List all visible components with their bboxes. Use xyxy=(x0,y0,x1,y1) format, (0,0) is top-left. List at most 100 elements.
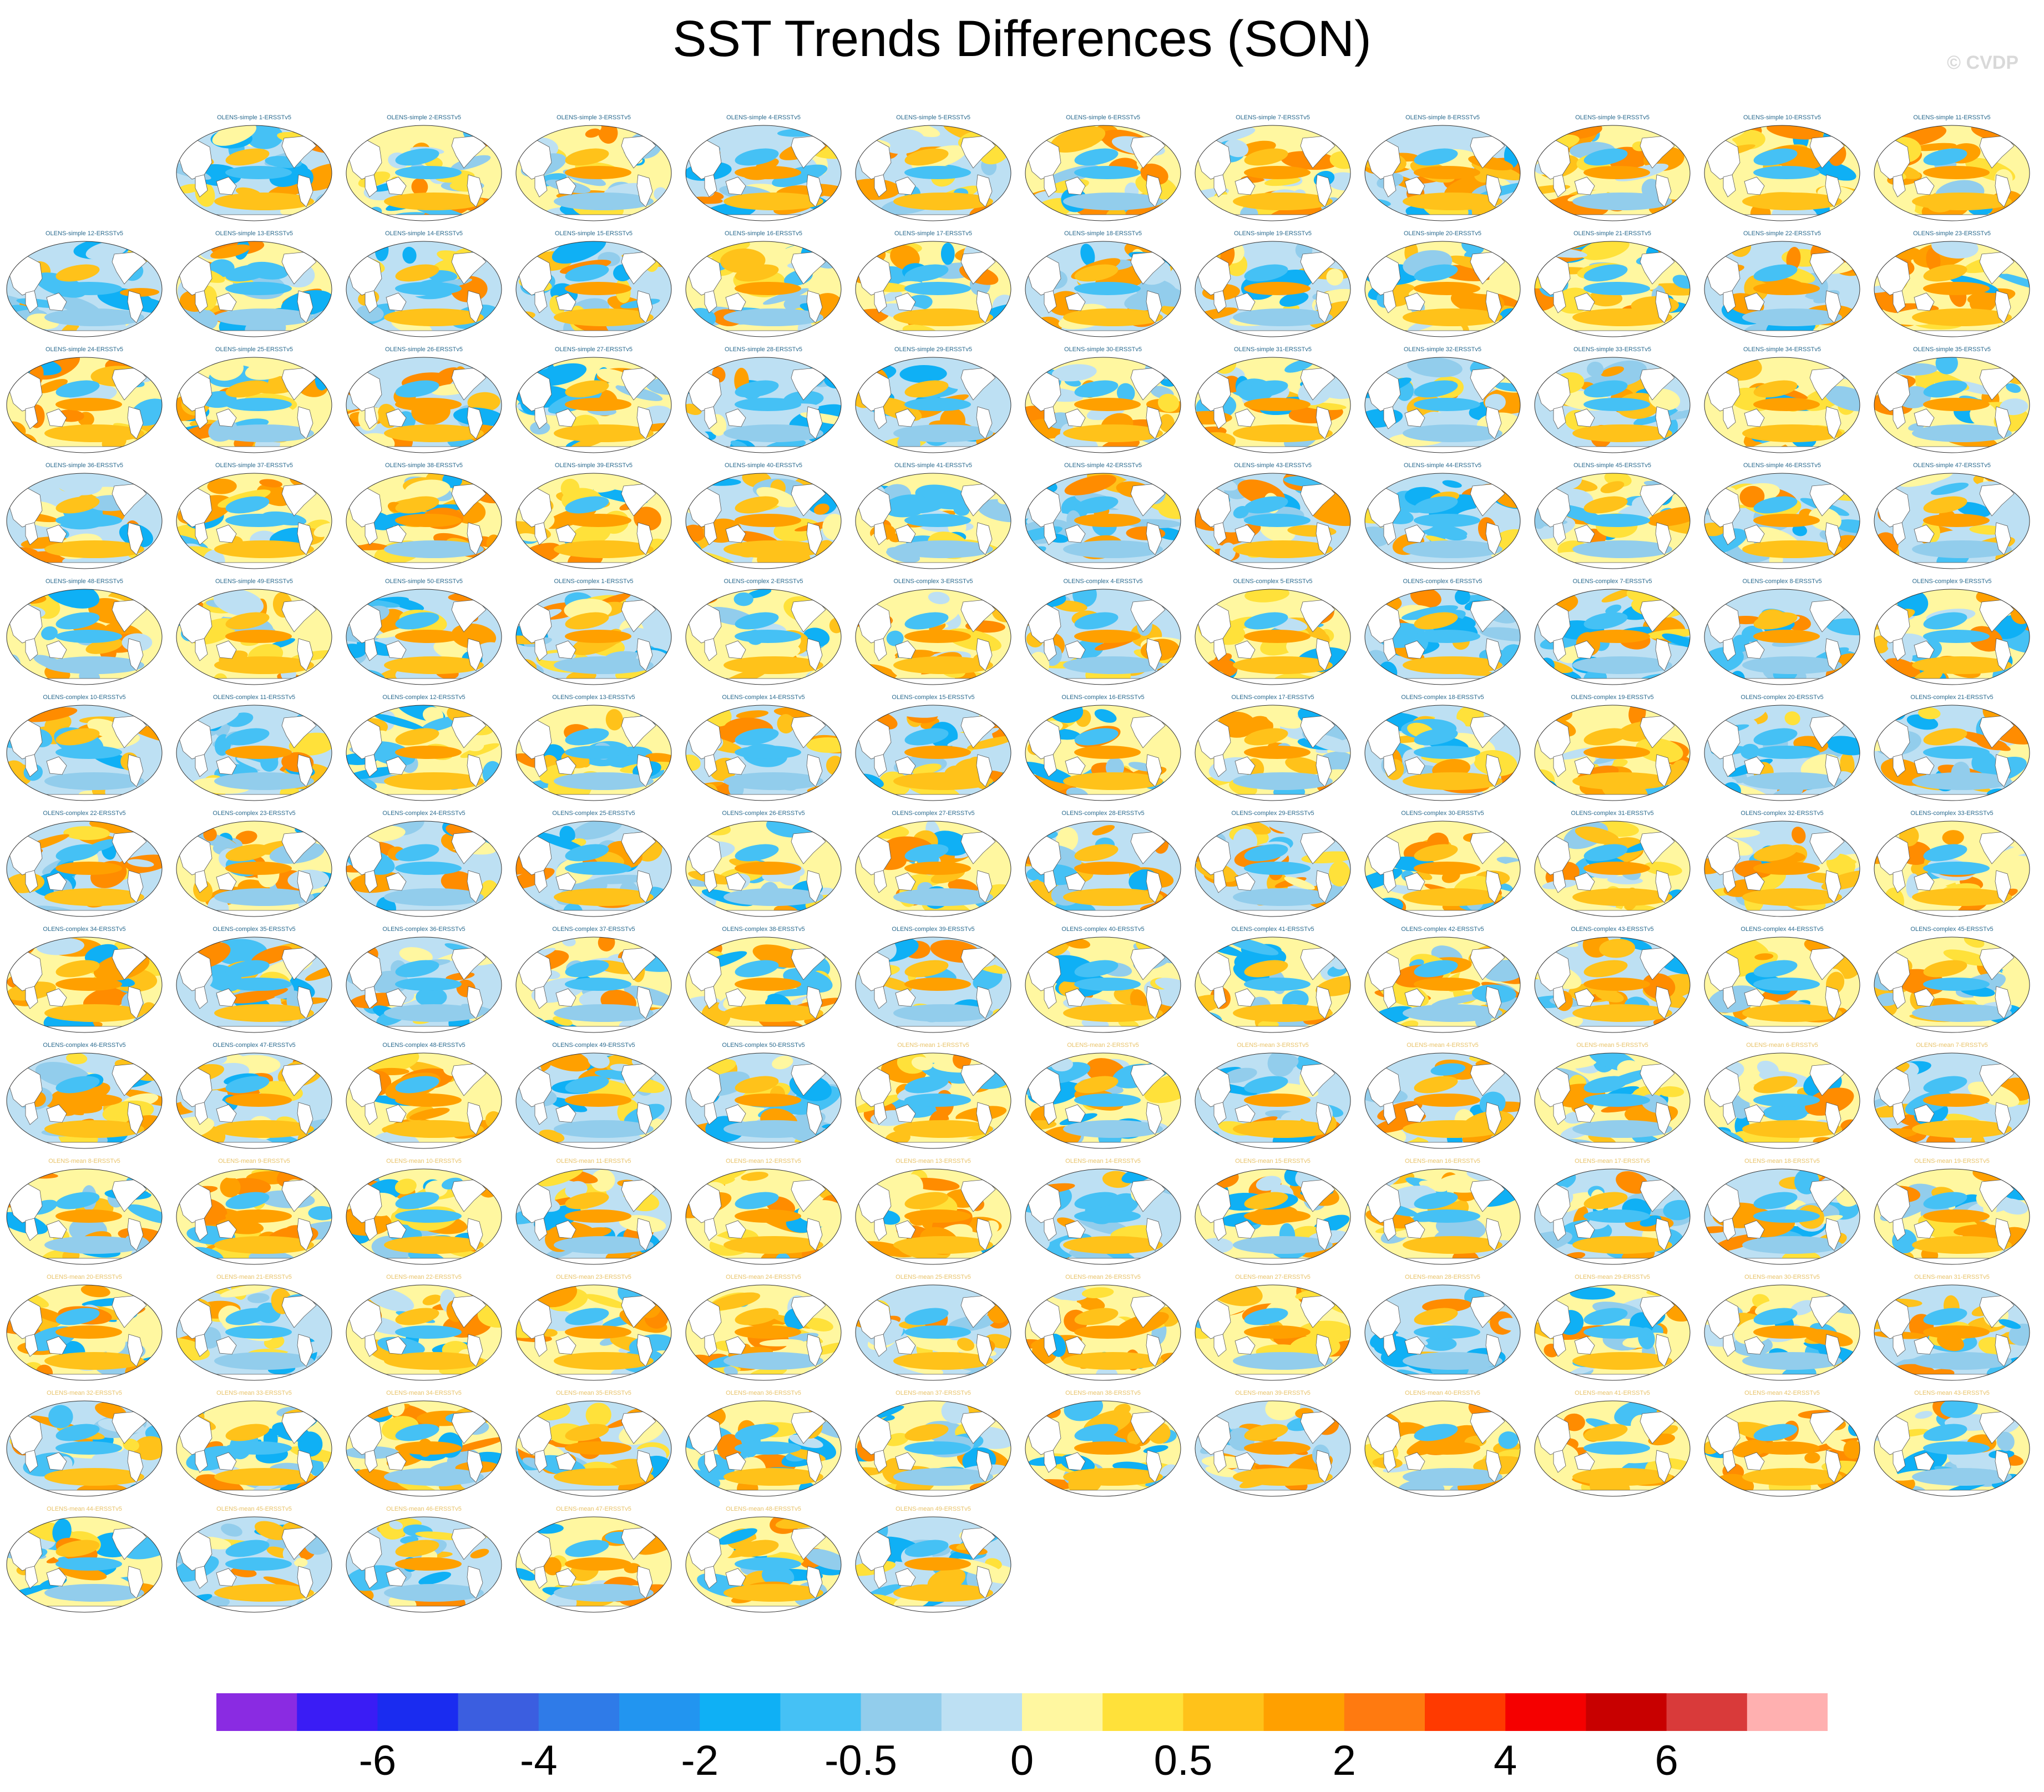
global-map xyxy=(1364,705,1521,801)
panel-label: OLENS-mean 32-ERSSTv5 xyxy=(47,1390,122,1396)
map-panel: OLENS-simple 24-ERSSTv5 xyxy=(6,346,163,454)
map-panel: OLENS-complex 2-ERSSTv5 xyxy=(685,578,842,686)
global-map xyxy=(1195,1400,1351,1497)
panel-label: OLENS-mean 28-ERSSTv5 xyxy=(1405,1274,1480,1280)
global-map xyxy=(855,1052,1011,1149)
map-panel: OLENS-mean 41-ERSSTv5 xyxy=(1534,1389,1691,1498)
map-panel: OLENS-mean 12-ERSSTv5 xyxy=(685,1157,842,1266)
map-panel: OLENS-simple 7-ERSSTv5 xyxy=(1194,114,1352,222)
map-panel: OLENS-mean 32-ERSSTv5 xyxy=(6,1389,163,1498)
global-map xyxy=(685,473,842,569)
map-panel: OLENS-mean 19-ERSSTv5 xyxy=(1873,1157,2031,1266)
global-map xyxy=(346,1168,502,1265)
map-panel: OLENS-complex 33-ERSSTv5 xyxy=(1873,809,2031,918)
map-panel: OLENS-complex 4-ERSSTv5 xyxy=(1024,578,1182,686)
global-map xyxy=(176,357,332,453)
panel-label: OLENS-complex 21-ERSSTv5 xyxy=(1910,694,1994,701)
panel-label: OLENS-mean 17-ERSSTv5 xyxy=(1575,1158,1650,1165)
map-panel: OLENS-simple 2-ERSSTv5 xyxy=(345,114,503,222)
map-panel: OLENS-simple 17-ERSSTv5 xyxy=(854,230,1012,338)
panel-label: OLENS-complex 47-ERSSTv5 xyxy=(213,1042,296,1049)
global-map xyxy=(6,1168,163,1265)
global-map xyxy=(515,1052,672,1149)
global-map xyxy=(176,1516,332,1613)
colorbar-tick-label: -6 xyxy=(358,1737,397,1784)
panel-label: OLENS-complex 40-ERSSTv5 xyxy=(1061,926,1145,933)
map-panel: OLENS-mean 4-ERSSTv5 xyxy=(1364,1041,1521,1150)
map-panel: OLENS-simple 13-ERSSTv5 xyxy=(175,230,333,338)
map-panel: OLENS-mean 43-ERSSTv5 xyxy=(1873,1389,2031,1498)
map-panel: OLENS-mean 36-ERSSTv5 xyxy=(685,1389,842,1498)
colorbar-tick-label: 0 xyxy=(1010,1737,1034,1784)
map-panel: OLENS-complex 14-ERSSTv5 xyxy=(685,693,842,802)
map-panel: OLENS-simple 42-ERSSTv5 xyxy=(1024,462,1182,570)
global-map xyxy=(1874,125,2030,221)
global-map xyxy=(515,1400,672,1497)
panel-label: OLENS-simple 30-ERSSTv5 xyxy=(1064,346,1142,353)
global-map xyxy=(176,241,332,337)
panel-label: OLENS-simple 19-ERSSTv5 xyxy=(1234,230,1312,237)
global-map xyxy=(1195,1168,1351,1265)
panel-label: OLENS-complex 49-ERSSTv5 xyxy=(552,1042,635,1049)
map-panel: OLENS-simple 6-ERSSTv5 xyxy=(1024,114,1182,222)
panel-label: OLENS-complex 39-ERSSTv5 xyxy=(892,926,975,933)
map-panel: OLENS-mean 1-ERSSTv5 xyxy=(854,1041,1012,1150)
map-panel: OLENS-mean 35-ERSSTv5 xyxy=(515,1389,672,1498)
map-panel: OLENS-mean 17-ERSSTv5 xyxy=(1534,1157,1691,1266)
map-panel: OLENS-simple 47-ERSSTv5 xyxy=(1873,462,2031,570)
panel-label: OLENS-simple 1-ERSSTv5 xyxy=(217,114,291,121)
global-map xyxy=(6,1284,163,1381)
global-map xyxy=(6,821,163,917)
panel-label: OLENS-complex 26-ERSSTv5 xyxy=(722,810,805,817)
map-panel: OLENS-complex 12-ERSSTv5 xyxy=(345,693,503,802)
cvdp-credit: © CVDP xyxy=(1947,52,2018,73)
map-panel: OLENS-simple 28-ERSSTv5 xyxy=(685,346,842,454)
map-panel: OLENS-mean 29-ERSSTv5 xyxy=(1534,1273,1691,1382)
map-panel: OLENS-complex 23-ERSSTv5 xyxy=(175,809,333,918)
panel-label: OLENS-simple 49-ERSSTv5 xyxy=(215,578,293,585)
panel-label: OLENS-mean 27-ERSSTv5 xyxy=(1235,1274,1311,1280)
panel-label: OLENS-complex 33-ERSSTv5 xyxy=(1910,810,1994,817)
global-map xyxy=(6,241,163,337)
global-map xyxy=(1364,125,1521,221)
panel-label: OLENS-mean 21-ERSSTv5 xyxy=(216,1274,292,1280)
map-panel: OLENS-simple 20-ERSSTv5 xyxy=(1364,230,1521,338)
panel-label: OLENS-simple 42-ERSSTv5 xyxy=(1064,462,1142,469)
panel-label: OLENS-mean 22-ERSSTv5 xyxy=(386,1274,462,1280)
map-panel: OLENS-complex 8-ERSSTv5 xyxy=(1703,578,1861,686)
map-panel: OLENS-mean 16-ERSSTv5 xyxy=(1364,1157,1521,1266)
map-panel: OLENS-mean 44-ERSSTv5 xyxy=(6,1505,163,1614)
panel-label: OLENS-mean 15-ERSSTv5 xyxy=(1235,1158,1311,1165)
panel-label: OLENS-complex 7-ERSSTv5 xyxy=(1572,578,1652,585)
map-panel: OLENS-complex 28-ERSSTv5 xyxy=(1024,809,1182,918)
map-panel: OLENS-mean 23-ERSSTv5 xyxy=(515,1273,672,1382)
global-map xyxy=(346,241,502,337)
panel-label: OLENS-complex 48-ERSSTv5 xyxy=(382,1042,466,1049)
global-map xyxy=(685,589,842,685)
panel-label: OLENS-simple 33-ERSSTv5 xyxy=(1574,346,1651,353)
map-panel: OLENS-mean 30-ERSSTv5 xyxy=(1703,1273,1861,1382)
map-panel: OLENS-complex 31-ERSSTv5 xyxy=(1534,809,1691,918)
colorbar-tick-label: -4 xyxy=(520,1737,558,1784)
global-map xyxy=(1364,589,1521,685)
map-panel: OLENS-simple 18-ERSSTv5 xyxy=(1024,230,1182,338)
map-panel: OLENS-mean 7-ERSSTv5 xyxy=(1873,1041,2031,1150)
map-panel: OLENS-complex 50-ERSSTv5 xyxy=(685,1041,842,1150)
panel-label: OLENS-simple 10-ERSSTv5 xyxy=(1743,114,1821,121)
global-map xyxy=(1704,125,1860,221)
map-panel: OLENS-simple 25-ERSSTv5 xyxy=(175,346,333,454)
global-map xyxy=(855,473,1011,569)
panel-label: OLENS-complex 34-ERSSTv5 xyxy=(43,926,126,933)
panel-label: OLENS-complex 37-ERSSTv5 xyxy=(552,926,635,933)
global-map xyxy=(1874,1284,2030,1381)
panel-label: OLENS-simple 40-ERSSTv5 xyxy=(725,462,802,469)
map-panel: OLENS-mean 11-ERSSTv5 xyxy=(515,1157,672,1266)
global-map xyxy=(176,705,332,801)
global-map xyxy=(685,125,842,221)
map-panel: OLENS-simple 11-ERSSTv5 xyxy=(1873,114,2031,222)
map-panel: OLENS-mean 28-ERSSTv5 xyxy=(1364,1273,1521,1382)
global-map xyxy=(346,821,502,917)
panel-label: OLENS-mean 11-ERSSTv5 xyxy=(556,1158,631,1165)
map-panel: OLENS-mean 6-ERSSTv5 xyxy=(1703,1041,1861,1150)
global-map xyxy=(1025,1284,1181,1381)
